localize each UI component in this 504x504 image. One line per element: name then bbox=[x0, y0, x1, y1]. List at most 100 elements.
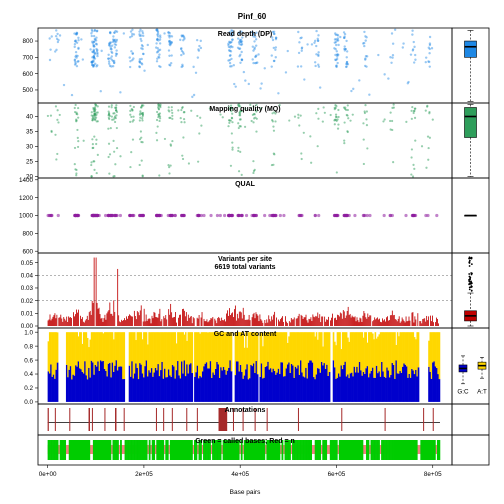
at-bar bbox=[154, 332, 157, 369]
qual-point bbox=[159, 213, 163, 218]
qual-point bbox=[278, 213, 282, 218]
called-segment bbox=[405, 440, 408, 460]
dp-point bbox=[128, 65, 132, 69]
dp-point bbox=[179, 38, 182, 42]
dp-point bbox=[390, 32, 394, 35]
called-segment bbox=[286, 440, 288, 460]
mq-point bbox=[336, 118, 339, 121]
dp-point bbox=[139, 34, 143, 37]
variants-outlier bbox=[468, 259, 471, 262]
dp-point bbox=[109, 47, 113, 51]
dp-point bbox=[107, 60, 111, 63]
dp-point bbox=[229, 46, 232, 49]
called-segment bbox=[50, 440, 53, 460]
at-bar bbox=[281, 332, 284, 363]
variants-bar bbox=[354, 316, 356, 326]
dp-point bbox=[389, 56, 392, 59]
variants-bar bbox=[268, 315, 270, 326]
gc-bar bbox=[237, 361, 239, 402]
dp-point bbox=[237, 41, 241, 44]
called-segment bbox=[234, 440, 237, 460]
at-bar bbox=[334, 341, 336, 368]
dp-point bbox=[427, 60, 430, 63]
variants-bar bbox=[336, 314, 338, 326]
mq-point bbox=[141, 141, 144, 144]
called-segment bbox=[124, 440, 127, 460]
mq-point bbox=[183, 118, 186, 121]
variants-bar bbox=[309, 319, 311, 326]
gc-bar bbox=[120, 366, 123, 402]
called-segment bbox=[296, 440, 299, 460]
gc-bar bbox=[128, 365, 131, 402]
gc-bar bbox=[438, 379, 441, 402]
gc-bar bbox=[345, 376, 348, 402]
gc-bar bbox=[404, 364, 407, 402]
dp-point bbox=[139, 28, 142, 31]
variants-bar bbox=[285, 321, 287, 326]
gc-bar bbox=[243, 375, 246, 402]
dp-point bbox=[130, 50, 133, 53]
variants-bar bbox=[422, 319, 424, 326]
dp-point bbox=[259, 87, 262, 90]
mq-point bbox=[108, 117, 111, 121]
mq-point bbox=[231, 146, 234, 149]
dp-point bbox=[112, 35, 115, 38]
at-bar bbox=[177, 332, 179, 362]
dp-point bbox=[48, 58, 52, 62]
variants-bar bbox=[233, 309, 235, 326]
dp-point bbox=[344, 47, 347, 51]
annotations-features bbox=[47, 408, 434, 431]
at-bar bbox=[195, 332, 198, 373]
called-segment bbox=[378, 440, 380, 460]
qual-point bbox=[244, 213, 249, 218]
variants-bar bbox=[258, 321, 260, 326]
dp-point bbox=[297, 30, 300, 34]
dp-point bbox=[50, 35, 53, 38]
gcat-ytick-label: 0.4 bbox=[24, 371, 33, 378]
at-bar bbox=[209, 332, 212, 362]
mq-point bbox=[237, 149, 240, 152]
at-bar bbox=[68, 332, 71, 370]
variants-bar bbox=[296, 318, 298, 326]
dp-point bbox=[143, 69, 146, 72]
called-segment bbox=[68, 440, 71, 460]
called-segment bbox=[276, 440, 279, 460]
at-bar bbox=[347, 337, 349, 375]
at-bar bbox=[256, 332, 259, 375]
variants-bar bbox=[89, 310, 91, 326]
annotation-feature bbox=[163, 408, 165, 431]
at-bar bbox=[273, 332, 276, 371]
called-segment bbox=[382, 440, 385, 460]
variants-bar bbox=[119, 321, 121, 326]
gc-bar bbox=[224, 369, 226, 402]
at-bar bbox=[322, 346, 324, 366]
mq-point bbox=[273, 111, 276, 114]
variants-bar bbox=[137, 312, 139, 326]
variants-bar bbox=[280, 319, 281, 326]
dp-point bbox=[344, 47, 347, 51]
qual-point bbox=[343, 213, 347, 218]
gc-bar bbox=[119, 366, 122, 402]
variants-bar bbox=[215, 320, 217, 326]
called-segment bbox=[358, 440, 361, 460]
dp-point bbox=[94, 62, 97, 66]
dp-point bbox=[298, 41, 301, 44]
called-segment bbox=[373, 440, 376, 460]
at-bar bbox=[51, 332, 54, 377]
dp-point bbox=[180, 47, 183, 50]
dp-ytick-label: 500 bbox=[22, 87, 33, 94]
called-segment bbox=[103, 440, 106, 460]
gc-bar bbox=[152, 376, 154, 402]
dp-point bbox=[158, 53, 161, 56]
at-bar bbox=[433, 332, 436, 362]
called-segment bbox=[231, 440, 234, 460]
called-segment bbox=[114, 440, 116, 460]
mq-point bbox=[197, 160, 200, 163]
at-bar bbox=[133, 332, 136, 374]
dp-point bbox=[163, 32, 166, 35]
gc-bar bbox=[85, 375, 88, 402]
variants-bar bbox=[308, 318, 310, 326]
called-segment bbox=[213, 440, 216, 460]
at-bar bbox=[229, 332, 232, 361]
called-segment bbox=[115, 440, 118, 460]
